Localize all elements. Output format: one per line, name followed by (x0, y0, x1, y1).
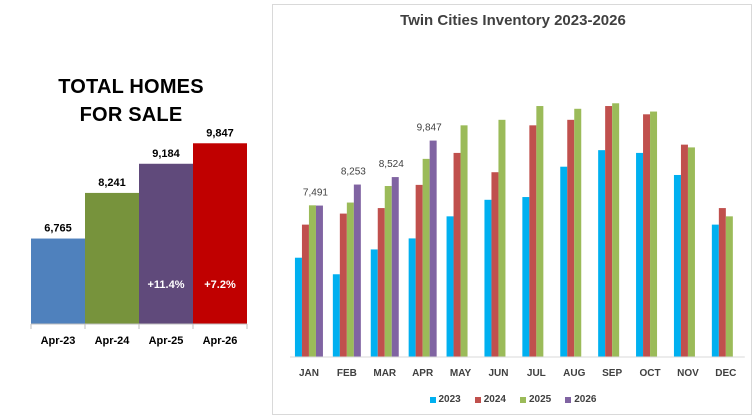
x-tick-label: MAY (450, 368, 472, 379)
x-tick-label: JUN (488, 368, 508, 379)
bar-JUL-2024 (529, 125, 537, 357)
bar-DEC-2023 (711, 224, 719, 357)
bar-JUL-2023 (522, 197, 530, 357)
bar-OCT-2024 (643, 114, 651, 357)
x-tick-label: OCT (639, 368, 660, 379)
x-tick-label: JAN (299, 368, 319, 379)
x-tick-label: Apr-25 (149, 335, 184, 347)
right-chart-frame (272, 4, 752, 415)
legend-label: 2025 (529, 394, 552, 405)
x-tick-label: JUL (527, 368, 546, 379)
bar-APR-2024 (415, 184, 423, 357)
bar-JAN-2023 (294, 257, 302, 357)
legend-label: 2024 (483, 394, 506, 405)
change-label: +7.2% (204, 279, 236, 291)
bar-Apr-24 (85, 192, 139, 324)
x-tick-label: MAR (373, 368, 397, 379)
bar-FEB-2026 (353, 184, 361, 357)
x-tick-label: Apr-23 (41, 335, 76, 347)
bar-AUG-2025 (574, 108, 582, 357)
bar-JUL-2025 (536, 106, 544, 357)
bar-FEB-2025 (346, 202, 354, 357)
bar-SEP-2023 (598, 150, 606, 357)
bar-APR-2026 (429, 140, 437, 357)
right-chart-title: Twin Cities Inventory 2023-2026 (400, 12, 626, 29)
bar-MAR-2023 (370, 249, 378, 357)
x-tick-label: FEB (337, 368, 357, 379)
bar-SEP-2025 (612, 103, 620, 357)
value-label: 8,241 (98, 177, 126, 189)
bar-JAN-2026 (315, 205, 323, 357)
legend-item-2026: 2026 (565, 394, 597, 405)
bar-APR-2023 (408, 238, 416, 357)
bar-JAN-2025 (308, 205, 316, 357)
bar-Apr-25 (139, 163, 193, 324)
x-tick-label: DEC (715, 368, 736, 379)
left-chart-panel: TOTAL HOMES FOR SALE 6,765 Apr-23 8,241 Apr… (0, 0, 262, 419)
legend-item-2025: 2025 (520, 394, 551, 405)
legend-swatch (474, 396, 481, 403)
bar-JUN-2025 (498, 119, 506, 358)
data-label: 8,253 (341, 167, 366, 178)
bar-FEB-2023 (332, 274, 340, 357)
bar-DEC-2025 (725, 216, 733, 357)
x-tick-label: SEP (602, 368, 622, 379)
bar-APR-2025 (422, 158, 430, 357)
legend-swatch (565, 396, 572, 403)
legend-swatch (429, 396, 436, 403)
bar-FEB-2024 (339, 213, 347, 357)
bar-NOV-2024 (680, 144, 688, 357)
bar-SEP-2024 (605, 106, 613, 357)
value-label: 9,847 (206, 127, 234, 139)
bar-JUN-2023 (484, 199, 492, 357)
bar-AUG-2024 (567, 119, 575, 358)
value-label: 9,184 (152, 148, 180, 160)
bar-OCT-2023 (636, 152, 644, 357)
bar-Apr-23 (31, 238, 85, 324)
bar-NOV-2025 (687, 147, 695, 357)
left-chart-plot: 6,765 Apr-23 8,241 Apr-24 9,184 +11.4% Apr-25 9… (30, 127, 248, 347)
x-tick-label: Apr-24 (95, 335, 131, 347)
right-chart-plot: JAN FEB MAR APR MAY JUN JUL AUG SEP OCT NOV DEC 7,49… (290, 103, 745, 379)
x-tick-label: AUG (563, 368, 585, 379)
data-label: 7,491 (303, 188, 328, 199)
legend-item-2024: 2024 (474, 394, 506, 405)
bar-JAN-2024 (301, 224, 309, 357)
bar-MAY-2023 (446, 216, 454, 357)
left-chart-title-line2: FOR SALE (79, 104, 183, 126)
bar-MAY-2024 (453, 152, 461, 357)
bar-NOV-2023 (673, 174, 681, 357)
bar-AUG-2023 (560, 166, 568, 357)
bar-MAR-2024 (377, 208, 385, 357)
bar-MAY-2025 (460, 125, 468, 357)
chart-legend: 2023 2024 2025 2026 (270, 394, 756, 405)
x-tick-label: Apr-26 (203, 335, 238, 347)
change-label: +11.4% (147, 279, 184, 291)
legend-item-2023: 2023 (429, 394, 461, 405)
right-chart-panel: Twin Cities Inventory 2023-2026 JAN FEB MA… (270, 0, 756, 419)
value-label: 6,765 (44, 223, 72, 235)
data-label: 8,524 (379, 159, 404, 170)
bar-OCT-2025 (650, 111, 658, 358)
bar-MAR-2025 (384, 186, 392, 357)
legend-swatch (520, 396, 526, 403)
left-chart-title-line1: TOTAL HOMES (58, 76, 204, 98)
bar-MAR-2026 (391, 177, 399, 357)
bar-DEC-2024 (718, 208, 726, 357)
bar-Apr-26 (193, 143, 247, 324)
legend-label: 2026 (574, 394, 597, 405)
data-label: 9,847 (417, 123, 442, 134)
x-tick-label: NOV (677, 368, 699, 379)
legend-label: 2023 (438, 394, 461, 405)
bar-JUN-2024 (491, 172, 499, 357)
x-tick-label: APR (412, 368, 434, 379)
